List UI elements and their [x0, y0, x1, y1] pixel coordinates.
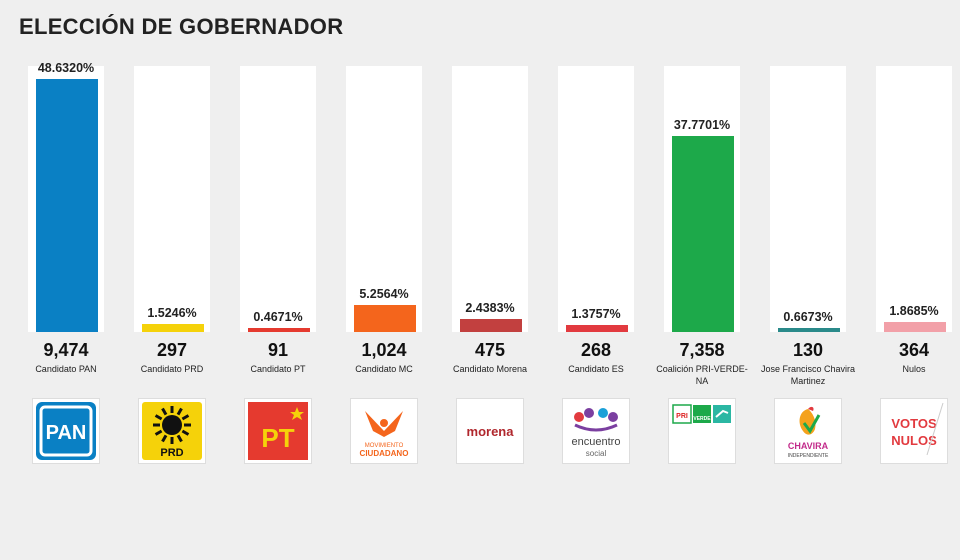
svg-text:PRI: PRI: [676, 413, 688, 420]
candidate-name: Candidato PT: [250, 364, 306, 374]
vote-count: 130: [792, 340, 824, 360]
pan-logo-icon: PAN: [36, 402, 96, 460]
candidate-column: 48.6320% 9,474 Candidato PAN PAN: [28, 61, 104, 466]
party-logo: PT: [244, 398, 312, 464]
candidate-name: Candidato MC: [355, 364, 413, 374]
candidate-name: Candidato Morena: [452, 364, 528, 374]
movimiento-ciudadano-logo-icon: MOVIMIENTO CIUDADANO: [360, 411, 409, 458]
vote-count: 9,474: [43, 340, 89, 360]
vote-count: 364: [898, 340, 930, 360]
bar: [778, 328, 840, 332]
svg-text:social: social: [586, 449, 607, 458]
percent-label: 0.6673%: [783, 310, 833, 324]
bar-track: 0.4671%: [240, 66, 316, 332]
bar: [460, 319, 522, 332]
pt-logo-icon: PT: [248, 402, 308, 460]
candidate-name: Nulos: [902, 364, 926, 374]
percent-label: 48.6320%: [37, 61, 95, 76]
svg-text:PT: PT: [261, 423, 294, 453]
svg-text:VERDE: VERDE: [693, 416, 711, 422]
chart-title: ELECCIÓN DE GOBERNADOR: [19, 14, 344, 39]
party-logo: MOVIMIENTO CIUDADANO: [350, 398, 418, 464]
candidate-column: 2.4383% 475 Candidato Morena morena: [452, 66, 528, 466]
percent-label: 37.7701%: [673, 117, 731, 132]
candidate-name: Candidato PRD: [140, 364, 204, 374]
bar-track: 5.2564%: [346, 66, 422, 332]
svg-text:PAN: PAN: [46, 422, 87, 444]
candidate-name: Jose Francisco Chavira Martinez: [760, 364, 856, 386]
bar-track: 37.7701%: [664, 66, 740, 332]
votos-nulos-logo-icon: VOTOS NULOS: [891, 402, 944, 456]
morena-logo-icon: morena: [467, 424, 515, 439]
coalicion-logo-icon: PRI VERDE: [672, 404, 731, 424]
bar: [566, 324, 628, 332]
vote-count: 268: [580, 340, 612, 360]
chavira-logo-icon: CHAVIRA INDEPENDIENTE: [788, 406, 829, 459]
party-logo: PRD: [138, 398, 206, 464]
party-logo: CHAVIRA INDEPENDIENTE: [774, 398, 842, 464]
prd-logo-icon: PRD: [142, 402, 202, 460]
bar-track: 2.4383%: [452, 66, 528, 332]
bar: [36, 79, 98, 332]
percent-label: 0.4671%: [253, 310, 303, 324]
vote-count: 297: [156, 340, 188, 360]
candidate-name: Candidato PAN: [35, 364, 97, 374]
bar-track: 1.8685%: [876, 66, 952, 332]
vote-count: 7,358: [679, 340, 725, 360]
candidate-column: 1.3757% 268 Candidato ES encuentro social: [558, 66, 634, 466]
svg-text:CHAVIRA: CHAVIRA: [788, 441, 829, 451]
party-logo: PAN: [32, 398, 100, 464]
percent-label: 2.4383%: [465, 301, 515, 316]
candidate-column: 1.5246% 297 Candidato PRD PRD: [134, 66, 210, 466]
bar-track: 1.5246%: [134, 66, 210, 332]
candidate-column: 0.4671% 91 Candidato PT PT: [240, 66, 316, 466]
bar-track: 1.3757%: [558, 66, 634, 332]
svg-text:INDEPENDIENTE: INDEPENDIENTE: [788, 453, 829, 459]
bar: [142, 324, 204, 332]
candidate-name: Coalición PRI-VERDE-NA: [656, 364, 748, 386]
percent-label: 1.8685%: [889, 304, 939, 319]
svg-text:CIUDADANO: CIUDADANO: [360, 449, 409, 458]
candidate-name: Candidato ES: [568, 364, 624, 374]
percent-label: 1.3757%: [571, 306, 621, 321]
svg-text:VOTOS: VOTOS: [891, 416, 937, 431]
party-logo: morena: [456, 398, 524, 464]
svg-text:encuentro: encuentro: [572, 436, 621, 448]
bar: [354, 304, 416, 332]
percent-label: 5.2564%: [359, 286, 409, 301]
bar: [884, 322, 946, 332]
candidate-column: 5.2564% 1,024 Candidato MC MOVIMIENTO CIUD…: [346, 66, 422, 466]
vote-count: 91: [267, 340, 289, 360]
bar-track: 48.6320%: [28, 61, 104, 332]
percent-label: 1.5246%: [147, 306, 197, 321]
vote-count: 475: [474, 340, 506, 360]
bar: [248, 328, 310, 332]
candidate-column: 1.8685% 364 Nulos VOTOS NULOS: [876, 66, 952, 466]
bar: [672, 135, 734, 332]
candidate-column: 0.6673% 130 Jose Francisco Chavira Martine…: [761, 66, 855, 466]
party-logo: encuentro social: [562, 398, 630, 464]
bar-track: 0.6673%: [770, 66, 846, 332]
vote-count: 1,024: [361, 340, 407, 360]
svg-text:PRD: PRD: [160, 447, 183, 459]
svg-text:MOVIMIENTO: MOVIMIENTO: [365, 443, 404, 449]
candidate-column: 37.7701% 7,358 Coalición PRI-VERDE-NA PRI …: [656, 66, 748, 466]
svg-text:morena: morena: [467, 424, 515, 439]
party-logo: VOTOS NULOS: [880, 398, 948, 464]
encuentro-social-logo-icon: encuentro social: [572, 408, 621, 458]
svg-text:NULOS: NULOS: [891, 433, 937, 448]
party-logo: PRI VERDE: [668, 398, 736, 464]
